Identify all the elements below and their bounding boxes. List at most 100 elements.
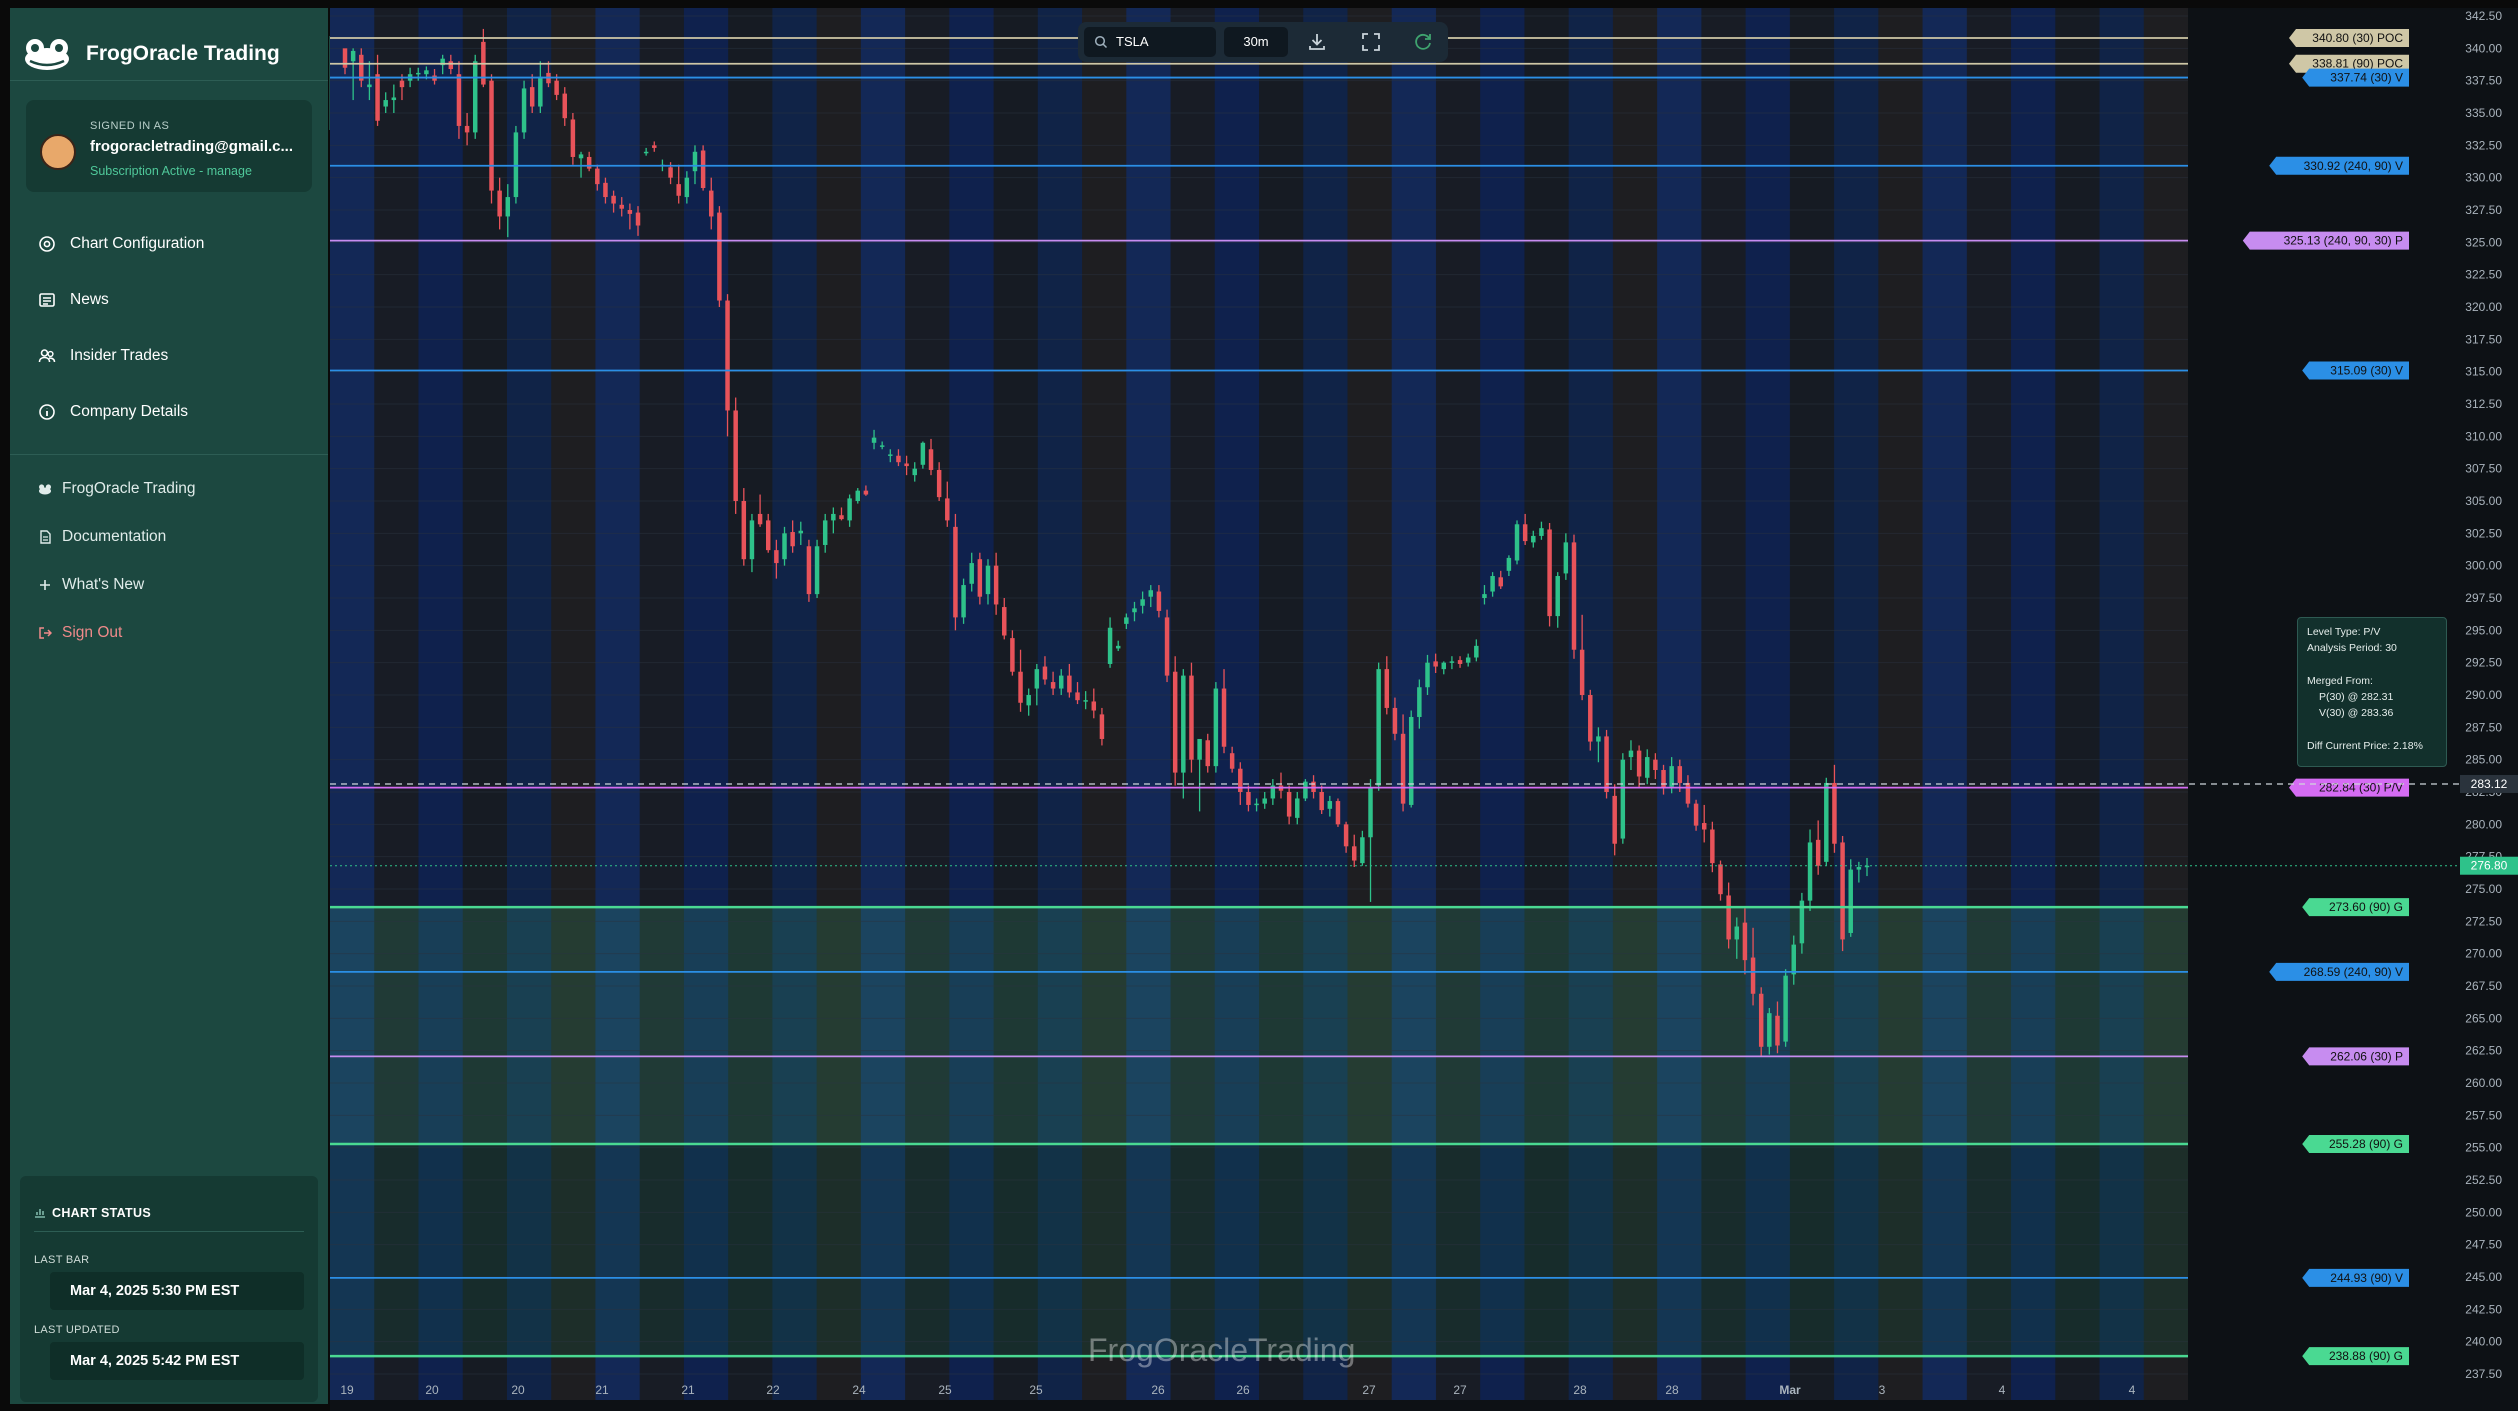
candle-body xyxy=(668,167,673,178)
candle-body xyxy=(985,565,991,595)
symbol-search-input[interactable]: TSLA xyxy=(1084,27,1216,57)
y-tick-label: 297.50 xyxy=(2465,591,2502,605)
candle-body xyxy=(1539,528,1544,536)
candle-body xyxy=(1612,795,1617,844)
x-tick-label: 3 xyxy=(1879,1383,1886,1397)
candle-body xyxy=(1563,542,1569,574)
link-label: Documentation xyxy=(62,528,167,545)
level-label-tag xyxy=(2302,68,2409,87)
level-label: 325.13 (240, 90, 30) P xyxy=(2284,234,2403,248)
plus-icon xyxy=(40,580,50,590)
green-zone xyxy=(330,907,2188,1145)
candle-body xyxy=(1824,782,1829,862)
candle-body xyxy=(497,190,502,217)
candle-body xyxy=(391,97,397,101)
user-card: SIGNED IN AS frogoracletrading@gmail.c..… xyxy=(26,100,312,192)
level-label: 268.59 (240, 90) V xyxy=(2304,965,2403,979)
y-tick-label: 320.00 xyxy=(2465,300,2502,314)
level-label: 244.93 (90) V xyxy=(2330,1271,2403,1285)
candle-body xyxy=(1408,716,1414,805)
interval-select[interactable]: 30m xyxy=(1224,27,1288,57)
price-chart[interactable]: 342.50 340.00 337.50 335.00 332.50 330.00 327.… xyxy=(330,8,2518,1411)
candle-body xyxy=(839,515,844,520)
candle-body xyxy=(554,80,559,95)
nav-company-details[interactable]: Company Details xyxy=(38,403,188,421)
candle-body xyxy=(863,490,869,495)
level-label-tag xyxy=(2289,54,2409,73)
y-tick-label: 285.00 xyxy=(2465,753,2502,767)
candle-body xyxy=(1490,576,1495,592)
candle-body xyxy=(1636,750,1642,777)
level-label: 340.80 (30) POC xyxy=(2312,31,2403,45)
level-label-tag xyxy=(2302,361,2409,380)
brand[interactable]: FrogOracle Trading xyxy=(22,26,280,82)
candle-body xyxy=(1270,785,1276,799)
y-tick-label: 330.00 xyxy=(2465,171,2502,185)
candle-body xyxy=(1848,869,1853,933)
x-tick-label: 21 xyxy=(595,1383,609,1397)
candle-body xyxy=(359,54,364,81)
y-tick-label: 342.50 xyxy=(2465,9,2502,23)
candle-body xyxy=(383,100,388,107)
current-price-label: 276.80 xyxy=(2471,859,2508,873)
candle-body xyxy=(700,150,706,189)
users-icon xyxy=(38,349,56,363)
candle-body xyxy=(1197,738,1202,760)
candle-body xyxy=(1075,692,1080,701)
x-tick-label: 19 xyxy=(340,1383,354,1397)
sign-out-button[interactable]: Sign Out xyxy=(38,624,122,642)
candle-body xyxy=(1669,766,1674,787)
candle-body xyxy=(1726,895,1731,940)
x-tick-label: 28 xyxy=(1665,1383,1679,1397)
level-label: 262.06 (30) P xyxy=(2330,1049,2403,1063)
y-tick-label: 310.00 xyxy=(2465,429,2502,443)
candle-body xyxy=(1091,701,1097,711)
last-updated-label: LAST UPDATED xyxy=(34,1324,120,1336)
candle-body xyxy=(1864,865,1870,868)
download-icon[interactable] xyxy=(1306,31,1328,53)
newspaper-icon xyxy=(39,293,55,307)
y-tick-label: 292.50 xyxy=(2465,656,2502,670)
user-email: frogoracletrading@gmail.c... xyxy=(90,138,293,155)
last-updated-value: Mar 4, 2025 5:42 PM EST xyxy=(50,1342,304,1380)
candle-body xyxy=(1335,801,1341,825)
nav-news[interactable]: News xyxy=(38,291,109,309)
signed-in-label: SIGNED IN AS xyxy=(90,120,170,132)
candle-body xyxy=(1758,993,1764,1047)
y-tick-label: 275.00 xyxy=(2465,882,2502,896)
candle-body xyxy=(725,300,730,411)
candle-body xyxy=(1767,1013,1772,1047)
candle-body xyxy=(1360,837,1365,864)
candle-body xyxy=(1856,867,1862,870)
link-whats-new[interactable]: What's New xyxy=(38,576,144,594)
level-label-tag xyxy=(2269,962,2409,981)
y-tick-label: 267.50 xyxy=(2465,979,2502,993)
fullscreen-icon[interactable] xyxy=(1360,31,1382,53)
candle-body xyxy=(1327,801,1333,809)
candle-body xyxy=(1734,926,1740,940)
nav-label: Company Details xyxy=(70,403,189,420)
candle-body xyxy=(1384,669,1390,708)
candle-body xyxy=(1083,700,1088,702)
candle-body xyxy=(1506,557,1512,571)
nav-insider-trades[interactable]: Insider Trades xyxy=(38,347,168,365)
candle-body xyxy=(1710,829,1715,864)
y-tick-label: 250.00 xyxy=(2465,1205,2502,1219)
x-tick-label: 21 xyxy=(681,1383,695,1397)
subscription-link[interactable]: Subscription Active - manage xyxy=(90,164,252,178)
candle-body xyxy=(961,585,966,618)
bar-chart-icon xyxy=(35,1209,45,1218)
y-tick-label: 337.50 xyxy=(2465,74,2502,88)
x-tick-label: 24 xyxy=(852,1383,866,1397)
refresh-icon[interactable] xyxy=(1412,31,1434,53)
candle-body xyxy=(1750,957,1756,994)
level-tooltip: Level Type: P/V Analysis Period: 30 Merg… xyxy=(2297,617,2447,767)
candle-body xyxy=(375,74,380,121)
link-documentation[interactable]: Documentation xyxy=(38,528,166,546)
chart-status-title: CHART STATUS xyxy=(52,1206,151,1220)
link-frogoracle-trading[interactable]: FrogOracle Trading xyxy=(38,480,196,498)
nav-chart-configuration[interactable]: Chart Configuration xyxy=(38,235,204,253)
last-bar-value: Mar 4, 2025 5:30 PM EST xyxy=(50,1272,304,1310)
candle-body xyxy=(424,70,429,75)
candle-body xyxy=(1449,661,1455,663)
